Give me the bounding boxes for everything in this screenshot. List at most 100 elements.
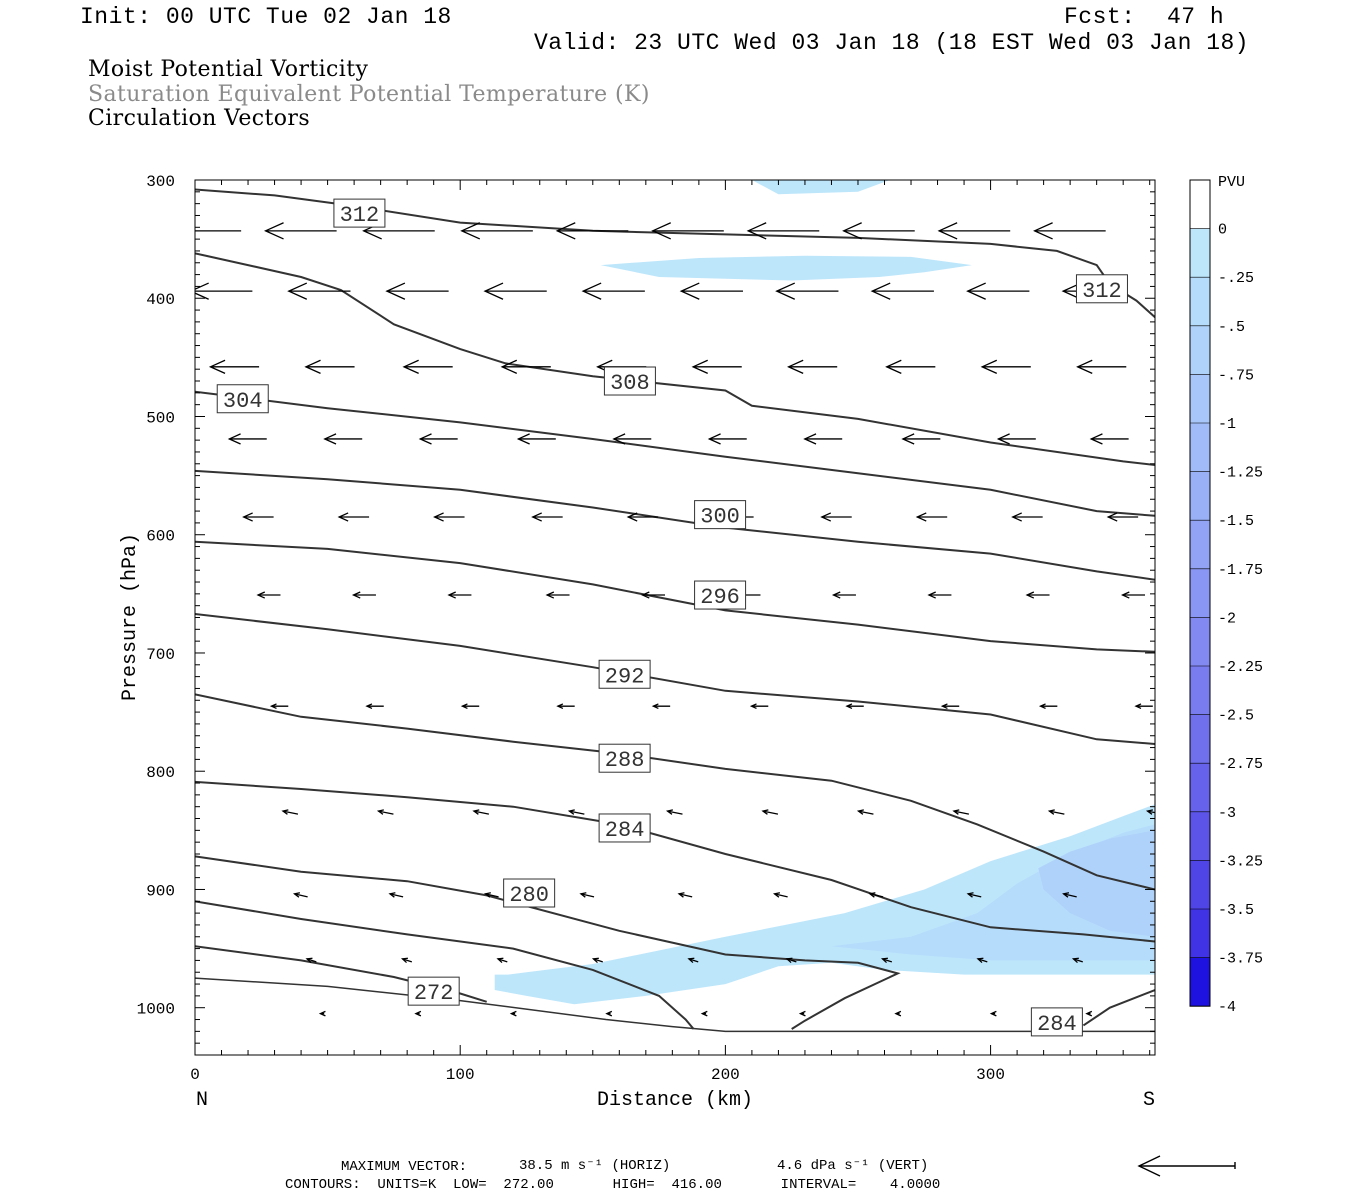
circulation-vector [966, 892, 982, 898]
vector-shaft [678, 893, 693, 898]
x-tick-label: 100 [446, 1066, 475, 1084]
vector-head [1106, 512, 1118, 522]
vector-head [318, 1010, 326, 1017]
vector-head [545, 591, 555, 599]
vector-shaft [389, 893, 404, 898]
circulation-vector [677, 892, 693, 898]
circulation-vector [447, 591, 472, 599]
circulation-vector [170, 223, 242, 239]
contour-label-box [598, 813, 651, 843]
vector-head [803, 433, 817, 445]
vector-head [400, 957, 409, 964]
contour-labels: 312 312 308 304 300 296 292 288 284 280 272 284 [216, 198, 1128, 1037]
circulation-vector [460, 222, 533, 240]
vector-shaft [485, 893, 499, 898]
vector-head [227, 433, 241, 445]
vector-head [787, 359, 804, 374]
circulation-vector [612, 433, 652, 445]
contour-label-text: 288 [605, 748, 645, 773]
contour-label-box [1075, 274, 1128, 304]
x-axis-title: Distance (km) [597, 1089, 753, 1112]
vector-head [820, 512, 832, 522]
contour-label-text: 280 [509, 883, 549, 908]
vector-shaft [1073, 958, 1083, 963]
vector-head [388, 892, 396, 898]
vector-head [305, 957, 313, 964]
contour-label-box [407, 976, 460, 1006]
circulation-vector [591, 957, 603, 964]
circulation-vector [880, 957, 893, 964]
colorbar-label: -2.5 [1218, 708, 1254, 725]
vector-shaft [593, 958, 603, 963]
x-end-left: N [196, 1089, 208, 1112]
colorbar-swatch [1190, 277, 1210, 326]
circulation-vector [700, 1010, 708, 1017]
circulation-vector [496, 957, 508, 964]
contour-label-box [603, 366, 656, 396]
vector-head [927, 591, 936, 599]
vector-head [651, 703, 659, 710]
circulation-vector [579, 892, 595, 898]
vector-head [531, 512, 542, 522]
colorbar-swatch [1190, 957, 1210, 1007]
vector-shaft [1147, 810, 1155, 814]
circulation-vector [509, 1010, 517, 1017]
vector-head [996, 433, 1010, 445]
circulation-vector [418, 433, 458, 445]
vector-shaft [569, 810, 585, 815]
vector-head [612, 433, 626, 445]
vector-shaft [977, 958, 988, 963]
circulation-vector [483, 892, 499, 898]
circulation-vector [545, 591, 570, 599]
circulation-vectors [170, 222, 1155, 1017]
circulation-vector [885, 359, 936, 374]
vector-shaft [402, 958, 413, 963]
vector-head [472, 809, 480, 815]
circulation-vector [242, 512, 274, 522]
colorbar-swatch [1190, 860, 1210, 909]
theta-e-contour [195, 390, 1155, 517]
vector-shaft [282, 810, 299, 815]
vector-head [966, 282, 986, 300]
colorbar-label: -1 [1218, 416, 1236, 433]
circulation-vector [195, 282, 253, 300]
vector-head [385, 282, 406, 300]
colorbar-swatch [1190, 180, 1210, 229]
colorbar-swatch [1190, 714, 1210, 764]
circulation-vector [679, 282, 743, 300]
vector-head [749, 703, 757, 710]
contour-label-box [694, 500, 747, 530]
vector-head [677, 892, 685, 898]
circulation-vector [516, 433, 556, 445]
vector-head [665, 809, 674, 815]
circulation-vector [996, 433, 1036, 445]
circulation-vector [798, 1010, 806, 1017]
forecast-hour: 47 h [1167, 4, 1225, 30]
vector-head [1025, 591, 1035, 599]
vector-head [591, 957, 599, 964]
x-tick-label: 0 [190, 1066, 200, 1084]
circulation-vector [227, 433, 267, 445]
vector-head [605, 1010, 613, 1017]
circulation-vector [761, 809, 779, 815]
vector-head [418, 433, 432, 445]
circulation-vector [1038, 703, 1058, 710]
circulation-vector [483, 282, 547, 300]
vector-head [976, 957, 984, 964]
vector-head [1011, 512, 1022, 522]
circulation-vector [915, 512, 948, 522]
vector-head [170, 223, 188, 239]
circulation-vector [976, 957, 988, 964]
vector-head [1089, 433, 1103, 445]
contour-label-text: 308 [610, 371, 650, 396]
vector-head [402, 359, 419, 374]
circulation-vector [651, 222, 724, 240]
theta-e-contour [195, 540, 1155, 653]
contour-label-box [503, 878, 556, 908]
vector-head [509, 1010, 517, 1017]
circulation-vector [433, 512, 465, 522]
contour-label-text: 292 [605, 664, 645, 689]
circulation-vector [1134, 703, 1153, 710]
colorbar-label: 0 [1218, 222, 1227, 239]
colorbar-label: -1.5 [1218, 513, 1254, 530]
